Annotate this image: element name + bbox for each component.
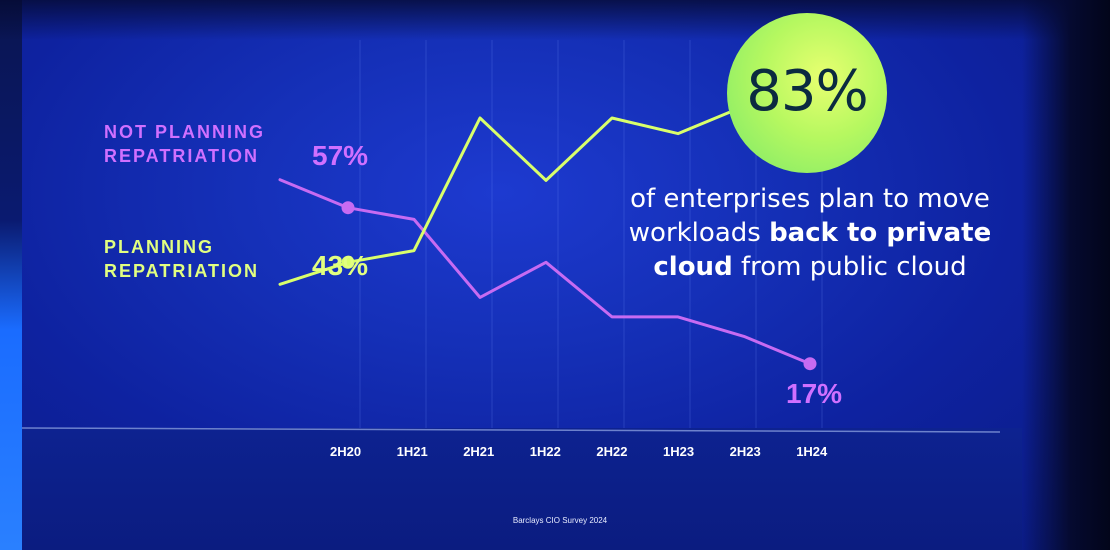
data-label-not-planning-start: 57% — [312, 140, 369, 171]
headline-text: of enterprises plan to move workloads ba… — [620, 182, 1000, 284]
x-tick-2H20: 2H20 — [330, 444, 361, 459]
screen-top-shadow — [0, 0, 1110, 40]
x-tick-2H21: 2H21 — [463, 444, 494, 459]
headline-line2-bold: back to private — [769, 218, 992, 248]
x-tick-1H23: 1H23 — [663, 444, 694, 459]
screen-right-edge — [1022, 0, 1110, 550]
legend-planning-line1: PLANNING — [104, 237, 214, 257]
series-line-planning — [278, 104, 746, 286]
headline-line2: workloads back to private — [620, 216, 1000, 250]
x-tick-2H23: 2H23 — [730, 444, 761, 459]
x-tick-1H24: 1H24 — [796, 444, 828, 459]
x-tick-1H22: 1H22 — [530, 444, 561, 459]
x-axis-line — [21, 427, 1001, 433]
axis-band — [22, 428, 1022, 550]
legend-not-planning-line2: REPATRIATION — [104, 146, 259, 166]
screen-left-edge — [0, 0, 22, 550]
headline-line1: of enterprises plan to move — [630, 184, 990, 214]
series-line-not-planning — [278, 178, 812, 366]
headline-value: 83% — [746, 59, 868, 124]
source-note: Barclays CIO Survey 2024 — [512, 516, 608, 525]
marker-not-planning-start — [341, 201, 355, 215]
legend-not-planning: NOT PLANNING REPATRIATION — [104, 120, 265, 168]
legend-not-planning-line1: NOT PLANNING — [104, 122, 265, 142]
legend-planning-line2: REPATRIATION — [104, 261, 259, 281]
data-label-planning-start: 43% — [312, 250, 369, 281]
legend-planning: PLANNING REPATRIATION — [104, 235, 259, 283]
highlight-circle: 83% — [727, 13, 887, 173]
headline-line3-plain: from public cloud — [732, 252, 967, 282]
headline-line2-plain: workloads — [628, 218, 770, 248]
headline-line3: cloud from public cloud — [620, 250, 1000, 284]
data-label-not-planning-end: 17% — [786, 378, 843, 409]
marker-planning-start — [341, 255, 355, 269]
marker-not-planning-end — [803, 357, 817, 371]
headline-line3-bold: cloud — [653, 252, 733, 282]
x-tick-1H21: 1H21 — [397, 444, 428, 459]
x-tick-2H22: 2H22 — [596, 444, 627, 459]
